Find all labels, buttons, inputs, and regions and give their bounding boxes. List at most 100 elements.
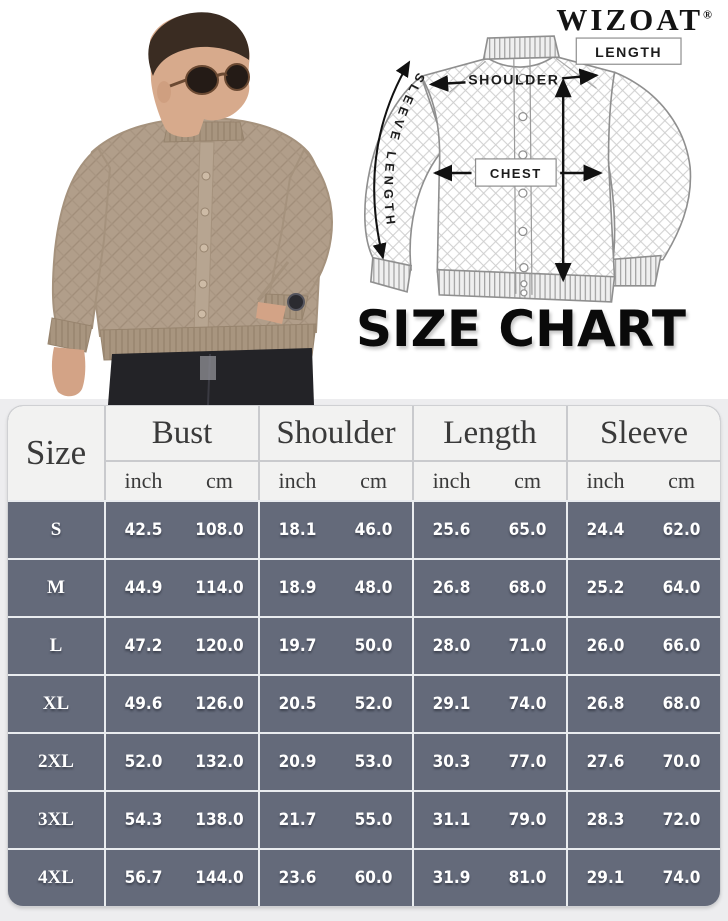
size-table: Size Bust Shoulder Length Sleeve inch cm… <box>8 406 721 906</box>
size-cell: S <box>8 500 104 558</box>
shoulder-label: SHOULDER <box>468 71 559 87</box>
value-cell: 30.3 <box>412 732 490 790</box>
value-cell: 64.0 <box>643 558 721 616</box>
value-cell: 29.1 <box>566 848 644 906</box>
length-annotation: LENGTH <box>554 37 682 283</box>
model-photo <box>47 12 334 405</box>
value-cell: 62.0 <box>643 500 721 558</box>
size-cell: 3XL <box>8 790 104 848</box>
value-cell: 74.0 <box>643 848 721 906</box>
value-cell: 23.6 <box>258 848 335 906</box>
size-cell: 4XL <box>8 848 104 906</box>
value-cell: 68.0 <box>489 558 567 616</box>
header-size: Size <box>8 406 104 500</box>
value-cell: 47.2 <box>104 616 181 674</box>
value-cell: 52.0 <box>104 732 181 790</box>
size-row: L 47.2 120.0 19.7 50.0 28.0 71.0 26.0 66… <box>8 616 721 674</box>
size-cell: XL <box>8 674 104 732</box>
registered-mark: ® <box>703 7 712 22</box>
value-cell: 126.0 <box>181 674 258 732</box>
unit-header: cm <box>335 460 413 500</box>
value-cell: 81.0 <box>489 848 567 906</box>
jacket-buttons <box>197 171 211 319</box>
value-cell: 50.0 <box>335 616 413 674</box>
value-cell: 28.0 <box>412 616 490 674</box>
chest-label: CHEST <box>490 166 542 181</box>
measurement-diagram: LENGTH SHOULDER CHEST SLEEVE LENGTH <box>363 35 692 303</box>
size-row: XL 49.6 126.0 20.5 52.0 29.1 74.0 26.8 6… <box>8 674 721 732</box>
unit-header: inch <box>566 460 644 500</box>
value-cell: 60.0 <box>335 848 413 906</box>
shoulder-arrow-right <box>562 68 599 86</box>
value-cell: 48.0 <box>335 558 413 616</box>
value-cell: 18.1 <box>258 500 335 558</box>
header-length: Length <box>412 406 567 460</box>
jeans-label <box>200 356 216 380</box>
left-cuff <box>47 317 93 353</box>
value-cell: 114.0 <box>181 558 258 616</box>
left-hand <box>51 347 86 397</box>
unit-header: inch <box>104 460 181 500</box>
unit-header: cm <box>181 460 258 500</box>
size-cell: L <box>8 616 104 674</box>
value-cell: 29.1 <box>412 674 490 732</box>
value-cell: 68.0 <box>643 674 721 732</box>
value-cell: 18.9 <box>258 558 335 616</box>
value-cell: 132.0 <box>181 732 258 790</box>
value-cell: 21.7 <box>258 790 335 848</box>
header-shoulder: Shoulder <box>258 406 413 460</box>
value-cell: 66.0 <box>643 616 721 674</box>
unit-header: inch <box>412 460 490 500</box>
value-cell: 52.0 <box>335 674 413 732</box>
value-cell: 19.7 <box>258 616 335 674</box>
hair <box>148 12 250 77</box>
size-row: S 42.5 108.0 18.1 46.0 25.6 65.0 24.4 62… <box>8 500 721 558</box>
value-cell: 54.3 <box>104 790 181 848</box>
value-cell: 144.0 <box>181 848 258 906</box>
value-cell: 55.0 <box>335 790 413 848</box>
shoulder-annotation: SHOULDER <box>428 68 599 92</box>
value-cell: 31.9 <box>412 848 490 906</box>
unit-header: cm <box>643 460 721 500</box>
value-cell: 65.0 <box>489 500 567 558</box>
size-row: 2XL 52.0 132.0 20.9 53.0 30.3 77.0 27.6 … <box>8 732 721 790</box>
model-figure <box>47 12 334 405</box>
right-hand <box>256 302 286 324</box>
value-cell: 27.6 <box>566 732 644 790</box>
buttons-drawing <box>518 73 529 297</box>
size-cell: M <box>8 558 104 616</box>
value-cell: 120.0 <box>181 616 258 674</box>
jacket-pocket <box>256 261 290 301</box>
value-cell: 42.5 <box>104 500 181 558</box>
unit-header: cm <box>489 460 567 500</box>
size-cell: 2XL <box>8 732 104 790</box>
size-row: 3XL 54.3 138.0 21.7 55.0 31.1 79.0 28.3 … <box>8 790 721 848</box>
value-cell: 71.0 <box>489 616 567 674</box>
value-cell: 77.0 <box>489 732 567 790</box>
jacket-right-sleeve <box>266 148 334 304</box>
brand-logo: WIZOAT® <box>556 2 712 38</box>
value-cell: 31.1 <box>412 790 490 848</box>
page-title: SIZE CHART <box>355 300 687 358</box>
value-cell: 24.4 <box>566 500 644 558</box>
value-cell: 26.8 <box>566 674 644 732</box>
sunglasses-icon <box>169 63 250 95</box>
value-cell: 20.9 <box>258 732 335 790</box>
size-row: 4XL 56.7 144.0 23.6 60.0 31.9 81.0 29.1 … <box>8 848 721 906</box>
value-cell: 20.5 <box>258 674 335 732</box>
ear <box>157 81 171 103</box>
chest-annotation: CHEST <box>432 158 603 187</box>
watch-icon <box>287 293 305 311</box>
value-cell: 74.0 <box>489 674 567 732</box>
value-cell: 49.6 <box>104 674 181 732</box>
sleeve-length-arrow <box>372 60 411 260</box>
brand-name: WIZOAT <box>556 2 704 37</box>
value-cell: 44.9 <box>104 558 181 616</box>
header-sleeve: Sleeve <box>566 406 721 460</box>
left-cuff-drawing <box>369 256 413 293</box>
value-cell: 72.0 <box>643 790 721 848</box>
value-cell: 70.0 <box>643 732 721 790</box>
length-label: LENGTH <box>595 44 662 60</box>
value-cell: 46.0 <box>335 500 413 558</box>
header-bust: Bust <box>104 406 258 460</box>
